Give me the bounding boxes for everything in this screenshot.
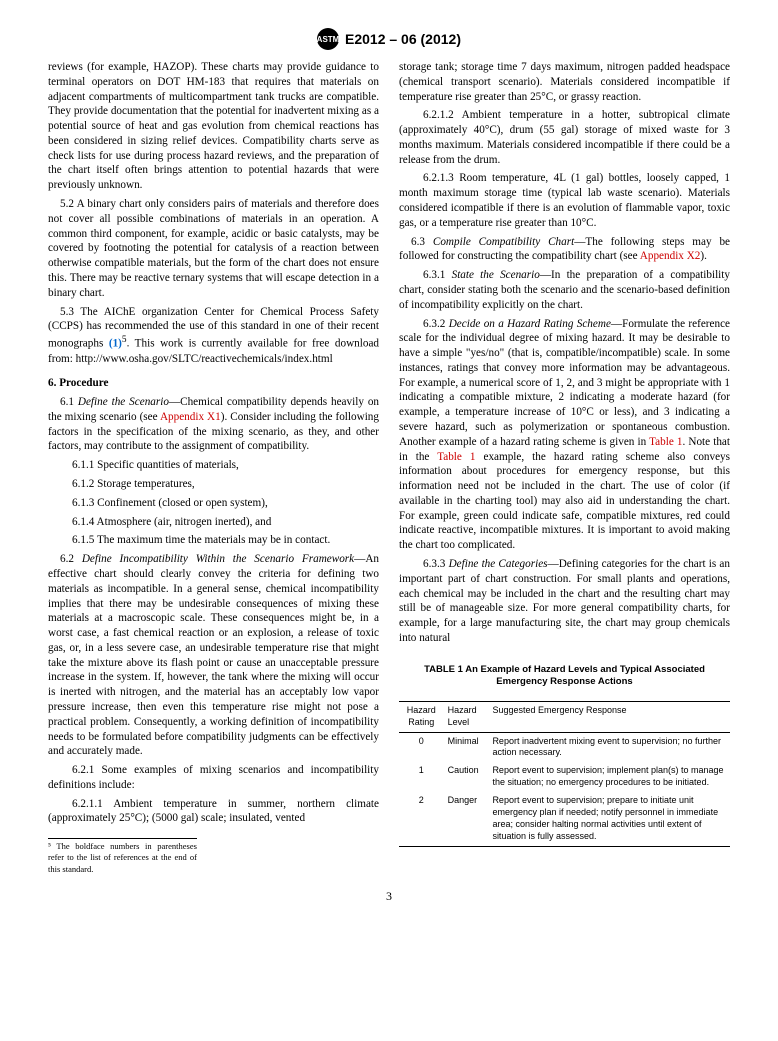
paragraph: 6.3.3 Define the Categories—Defining cat… <box>399 557 730 646</box>
appendix-link[interactable]: Appendix X1 <box>160 411 221 423</box>
table-cell: Danger <box>444 792 489 846</box>
clause-number: 6.3.3 <box>423 558 449 570</box>
table-cell: Caution <box>444 762 489 792</box>
table-row: 0 Minimal Report inadvertent mixing even… <box>399 732 730 762</box>
paragraph: 6.2.1.1 Ambient temperature in summer, n… <box>48 797 379 827</box>
table-link[interactable]: Table 1 <box>649 436 682 448</box>
table-cell: 2 <box>399 792 444 846</box>
term: Define Incompatibility Within the Scenar… <box>82 553 354 565</box>
table-cell: Report inadvertent mixing event to super… <box>488 732 730 762</box>
list-item: 6.1.2 Storage temperatures, <box>48 477 379 492</box>
text: —An effective chart should clearly conve… <box>48 553 379 757</box>
table-row: 1 Caution Report event to supervision; i… <box>399 762 730 792</box>
hazard-table: Hazard Rating Hazard Level Suggested Eme… <box>399 701 730 847</box>
paragraph: 6.2.1.2 Ambient temperature in a hotter,… <box>399 108 730 167</box>
table-cell: Minimal <box>444 732 489 762</box>
clause-number: 6.2 <box>60 553 82 565</box>
paragraph: reviews (for example, HAZOP). These char… <box>48 60 379 193</box>
table-cell: Report event to supervision; prepare to … <box>488 792 730 846</box>
paragraph: 6.3 Compile Compatibility Chart—The foll… <box>399 235 730 265</box>
table-cell: Report event to supervision; implement p… <box>488 762 730 792</box>
list-item: 6.1.3 Confinement (closed or open system… <box>48 496 379 511</box>
clause-number: 6.3.1 <box>423 269 452 281</box>
list-item: 6.1.5 The maximum time the materials may… <box>48 533 379 548</box>
table-title: TABLE 1 An Example of Hazard Levels and … <box>399 664 730 689</box>
text: ). <box>700 250 707 262</box>
text: —Formulate the reference scale for the i… <box>399 318 730 448</box>
table-row: 2 Danger Report event to supervision; pr… <box>399 792 730 846</box>
paragraph: storage tank; storage time 7 days maximu… <box>399 60 730 104</box>
paragraph: 6.3.1 State the Scenario—In the preparat… <box>399 268 730 312</box>
paragraph: 6.2 Define Incompatibility Within the Sc… <box>48 552 379 759</box>
two-column-layout: reviews (for example, HAZOP). These char… <box>48 60 730 875</box>
paragraph: 5.3 The AIChE organization Center for Ch… <box>48 305 379 367</box>
clause-number: 6.3.2 <box>423 318 449 330</box>
table-cell: 1 <box>399 762 444 792</box>
document-id: E2012 – 06 (2012) <box>345 31 461 47</box>
table-header: Suggested Emergency Response <box>488 701 730 732</box>
paragraph: 6.3.2 Decide on a Hazard Rating Scheme—F… <box>399 317 730 554</box>
paragraph: 6.1 Define the Scenario—Chemical compati… <box>48 395 379 454</box>
term: Decide on a Hazard Rating Scheme <box>449 318 611 330</box>
reference-link[interactable]: (1) <box>109 338 122 350</box>
table-cell: 0 <box>399 732 444 762</box>
term: State the Scenario <box>452 269 540 281</box>
term: Compile Compatibility Chart <box>433 236 574 248</box>
text: —Defining categories for the chart is an… <box>399 558 730 644</box>
paragraph: 6.2.1 Some examples of mixing scenarios … <box>48 763 379 793</box>
page-header: ASTM E2012 – 06 (2012) <box>48 28 730 50</box>
footnote: ⁵ The boldface numbers in parentheses re… <box>48 838 197 875</box>
table-link[interactable]: Table 1 <box>437 451 475 463</box>
clause-number: 6.3 <box>411 236 433 248</box>
appendix-link[interactable]: Appendix X2 <box>640 250 701 262</box>
table-header-row: Hazard Rating Hazard Level Suggested Eme… <box>399 701 730 732</box>
term: Define the Categories <box>449 558 548 570</box>
page: ASTM E2012 – 06 (2012) reviews (for exam… <box>0 0 778 936</box>
clause-number: 6.1 <box>60 396 78 408</box>
table-header: Hazard Level <box>444 701 489 732</box>
left-column: reviews (for example, HAZOP). These char… <box>48 60 379 875</box>
right-column: storage tank; storage time 7 days maximu… <box>399 60 730 875</box>
term: Define the Scenario <box>78 396 169 408</box>
text: example, the hazard rating scheme also c… <box>399 451 730 552</box>
paragraph: 5.2 A binary chart only considers pairs … <box>48 197 379 300</box>
list-item: 6.1.4 Atmosphere (air, nitrogen inerted)… <box>48 515 379 530</box>
paragraph: 6.2.1.3 Room temperature, 4L (1 gal) bot… <box>399 171 730 230</box>
page-number: 3 <box>48 889 730 904</box>
section-heading: 6. Procedure <box>48 376 379 391</box>
table-header: Hazard Rating <box>399 701 444 732</box>
astm-logo-icon: ASTM <box>317 28 339 50</box>
list-item: 6.1.1 Specific quantities of materials, <box>48 458 379 473</box>
